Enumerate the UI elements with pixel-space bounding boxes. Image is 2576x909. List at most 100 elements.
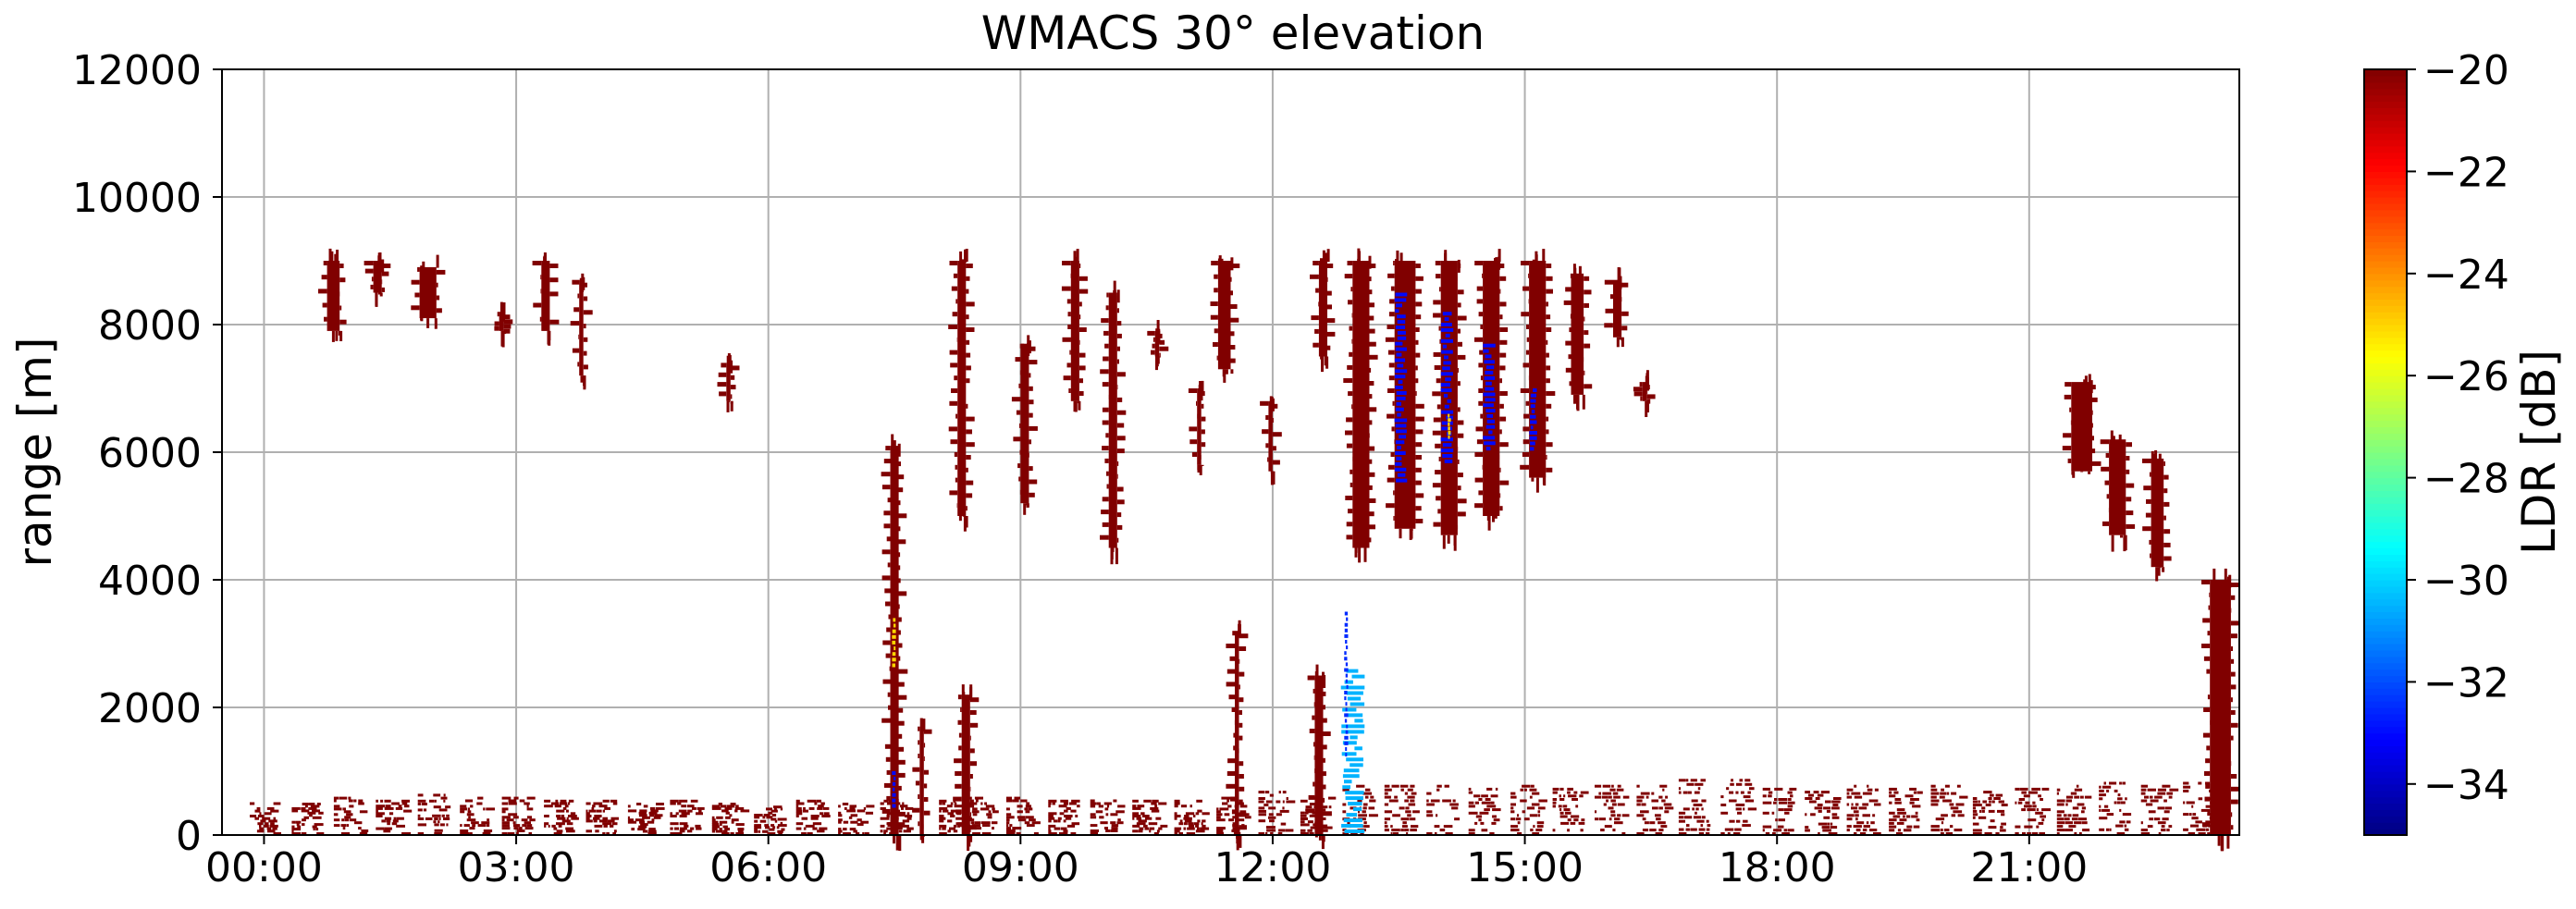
echo-speck — [401, 799, 410, 803]
echo-speck — [2074, 832, 2077, 835]
echo-speck — [1523, 788, 1527, 792]
echo-speck — [772, 826, 776, 829]
echo-speck — [344, 818, 350, 822]
echo-speck — [1724, 828, 1734, 831]
echo-edge — [1230, 369, 1234, 375]
echo-speck — [719, 823, 722, 827]
echo-edge — [1116, 512, 1122, 518]
ldr-speck — [1351, 674, 1365, 679]
echo-speck — [564, 805, 569, 808]
echo-speck — [866, 805, 875, 808]
echo-speck — [1048, 812, 1057, 816]
echo-speck — [1445, 832, 1453, 835]
echo-edge — [1214, 328, 1218, 334]
echo-column — [1061, 249, 1089, 412]
echo-speck — [985, 805, 991, 808]
echo-speck — [1608, 795, 1612, 799]
echo-speck — [553, 832, 562, 835]
echo-speck — [401, 832, 412, 835]
echo-edge — [1116, 448, 1125, 454]
y-tick-label: 6000 — [98, 430, 202, 477]
echo-speck — [1054, 827, 1061, 830]
echo-speck — [1384, 792, 1388, 795]
echo-edge — [1077, 400, 1080, 404]
ldr-speck — [1440, 448, 1454, 453]
ldr-speck — [892, 629, 896, 633]
colorbar-segment — [2364, 598, 2407, 607]
echo-speck — [376, 815, 383, 817]
echo-speck — [1700, 824, 1704, 828]
echo-speck — [561, 819, 571, 823]
echo-speck — [737, 829, 744, 833]
echo-edge — [1546, 455, 1547, 460]
low-level-echo-band — [291, 803, 325, 835]
echo-edge — [1016, 410, 1021, 415]
echo-edge — [1568, 354, 1571, 360]
echo-speck — [1412, 810, 1420, 814]
echo-edge — [1437, 509, 1441, 514]
echo-speck — [291, 820, 296, 824]
echo-speck — [1831, 816, 1840, 819]
echo-edge — [1239, 799, 1243, 805]
ldr-speck — [1442, 443, 1452, 448]
echo-speck — [759, 819, 767, 823]
ldr-feature — [1344, 611, 1349, 757]
echo-speck — [864, 832, 869, 835]
echo-speck — [1744, 799, 1755, 803]
echo-speck — [1771, 811, 1775, 815]
echo-edge — [1499, 327, 1509, 332]
echo-edge — [2101, 466, 2110, 472]
echo-edge — [1542, 477, 1546, 485]
echo-speck — [954, 805, 963, 808]
echo-speck — [1999, 829, 2006, 832]
echo-speck — [501, 816, 511, 819]
echo-speck — [2101, 785, 2112, 789]
echo-edge — [1457, 381, 1461, 387]
echo-speck — [1151, 809, 1160, 813]
echo-edge — [2092, 448, 2096, 454]
colorbar-segment — [2364, 369, 2407, 376]
echo-speck — [777, 824, 787, 828]
ldr-speck — [1344, 628, 1348, 633]
echo-speck — [1227, 805, 1232, 808]
echo-speck — [1132, 815, 1141, 817]
echo-speck — [2116, 801, 2121, 805]
echo-speck — [1530, 784, 1535, 788]
echo-edge — [1369, 459, 1373, 464]
echo-speck — [472, 824, 476, 828]
echo-speck — [1580, 829, 1584, 832]
ldr-speck — [1345, 730, 1349, 734]
echo-speck — [1788, 798, 1792, 801]
echo-speck — [1889, 821, 1894, 825]
colorbar-segment — [2364, 394, 2407, 402]
colorbar-segment — [2364, 165, 2407, 172]
echo-speck — [433, 793, 441, 797]
echo-speck — [291, 809, 299, 813]
echo-speck — [593, 802, 603, 805]
ldr-speck — [1448, 418, 1451, 423]
ldr-speck — [1343, 768, 1360, 773]
echo-speck — [981, 821, 991, 825]
echo-speck — [1184, 822, 1188, 826]
colorbar-segment — [2364, 471, 2407, 479]
echo-speck — [1426, 799, 1429, 803]
echo-speck — [1910, 798, 1919, 801]
colorbar-segment — [2364, 407, 2407, 415]
echo-edge — [1415, 327, 1420, 332]
echo-edge — [1323, 705, 1325, 710]
echo-speck — [639, 820, 646, 824]
echo-speck — [730, 832, 734, 835]
echo-edge — [1347, 364, 1353, 370]
colorbar-segment — [2364, 215, 2407, 224]
echo-speck — [312, 825, 317, 829]
echo-speck — [2161, 829, 2166, 832]
echo-speck — [266, 827, 272, 830]
ldr-feature — [892, 771, 896, 808]
echo-speck — [526, 805, 529, 808]
echo-speck — [361, 829, 369, 832]
echo-speck — [2080, 795, 2084, 799]
echo-edge — [1621, 282, 1629, 288]
echo-speck — [291, 832, 301, 835]
echo-speck — [1280, 822, 1287, 826]
ldr-speck — [1444, 459, 1453, 463]
